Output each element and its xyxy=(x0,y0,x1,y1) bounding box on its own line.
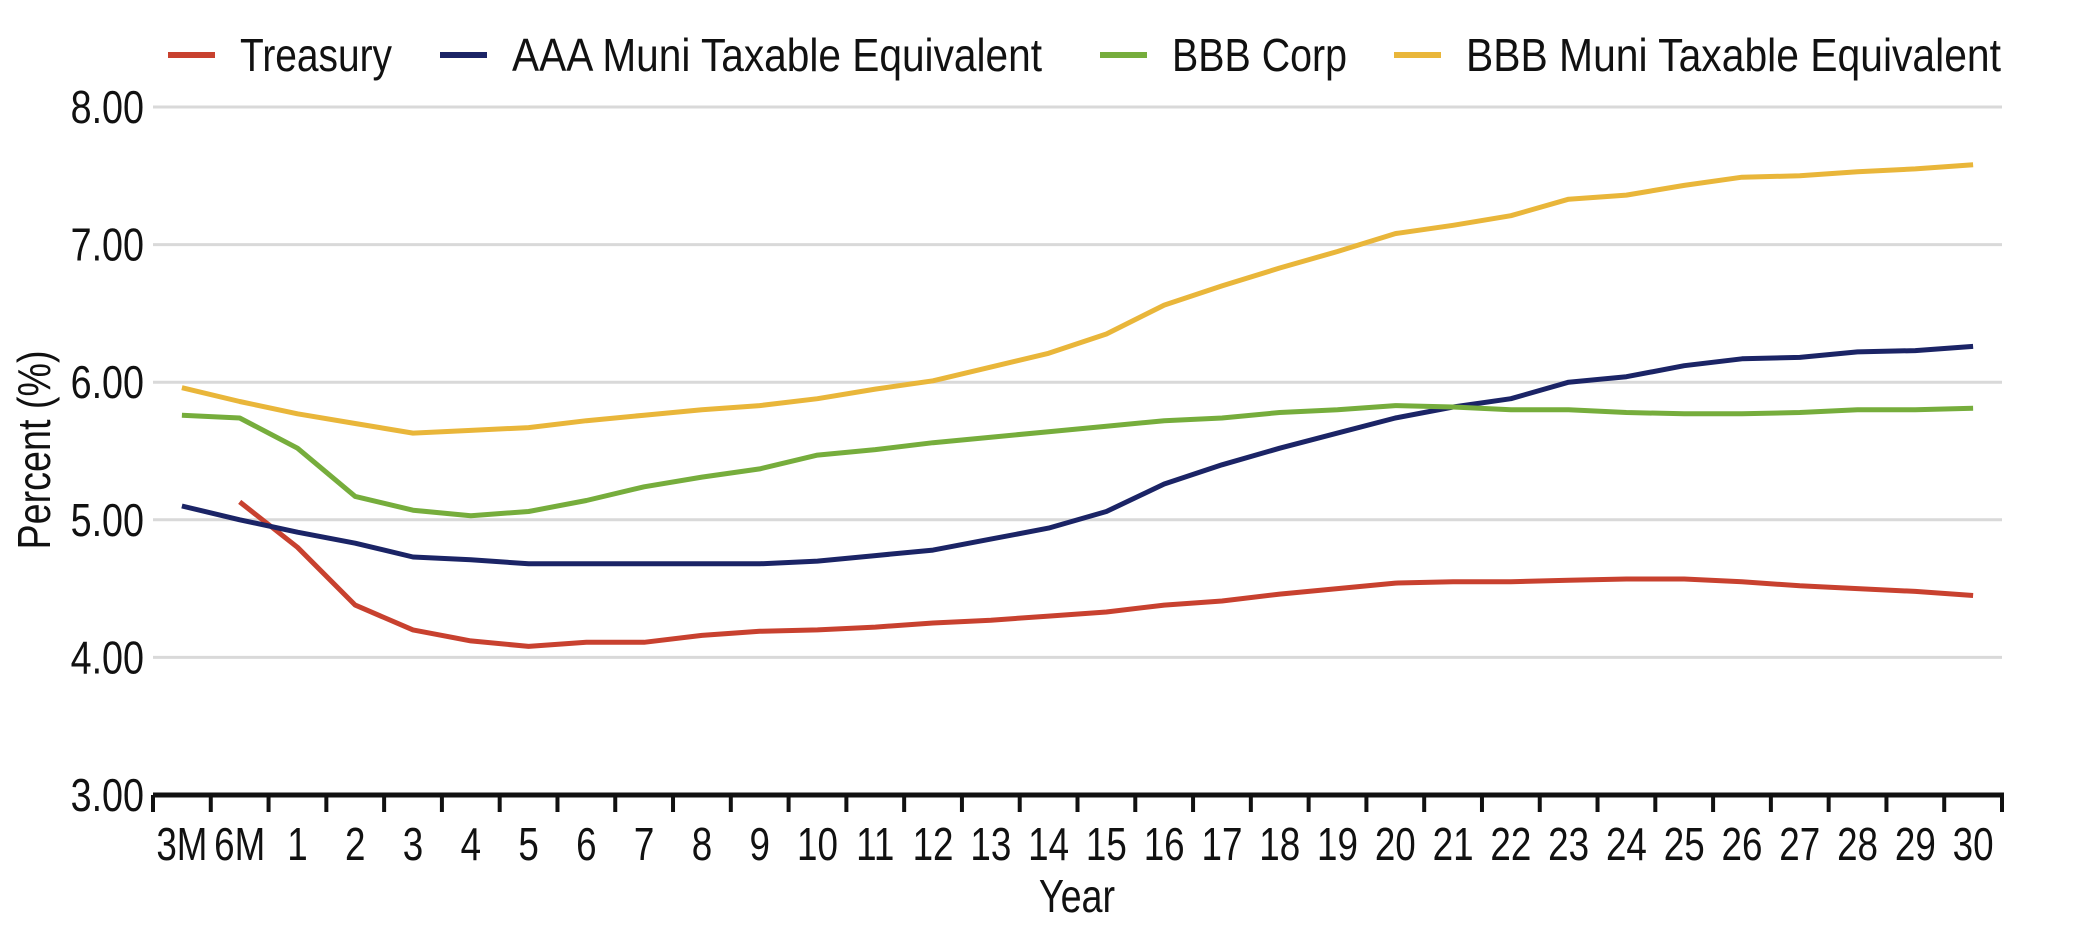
x-tick-label: 21 xyxy=(1433,818,1474,870)
x-tick-label: 6M xyxy=(214,818,265,870)
legend-item: BBB Muni Taxable Equivalent xyxy=(1394,29,2001,81)
legend-label: Treasury xyxy=(240,29,392,81)
x-tick-label: 17 xyxy=(1201,818,1242,870)
y-tick-label: 7.00 xyxy=(71,219,144,270)
x-tick-label: 6 xyxy=(576,818,596,870)
x-tick-label: 26 xyxy=(1722,818,1763,870)
y-tick-label: 4.00 xyxy=(71,632,144,683)
y-tick-label: 6.00 xyxy=(71,357,144,408)
x-axis-title: Year xyxy=(1039,870,1115,921)
x-tick-label: 10 xyxy=(797,818,838,870)
x-tick-label: 29 xyxy=(1895,818,1936,870)
x-tick-label: 25 xyxy=(1664,818,1705,870)
y-axis-title: Percent (%) xyxy=(8,350,59,549)
x-tick-label: 4 xyxy=(461,818,481,870)
x-tick-label: 28 xyxy=(1837,818,1878,870)
x-tick-label: 27 xyxy=(1779,818,1820,870)
y-tick-label: 5.00 xyxy=(71,494,144,545)
x-tick-label: 30 xyxy=(1953,818,1994,870)
x-tick-label: 24 xyxy=(1606,818,1647,870)
y-axis-ticks: 3.00 4.00 5.00 6.00 7.00 8.00 xyxy=(71,81,144,820)
legend-item: BBB Corp xyxy=(1100,29,1347,81)
legend-label: BBB Corp xyxy=(1172,29,1347,81)
series-line-treasury xyxy=(238,499,1974,649)
gridlines xyxy=(153,105,2002,659)
legend-label: BBB Muni Taxable Equivalent xyxy=(1466,29,2001,81)
x-tick-label: 3 xyxy=(403,818,423,870)
y-tick-label: 8.00 xyxy=(71,81,144,132)
legend-item: Treasury xyxy=(168,29,392,81)
x-tick-label: 15 xyxy=(1086,818,1127,870)
legend: Treasury AAA Muni Taxable Equivalent BBB C… xyxy=(168,29,2001,81)
x-tick-label: 19 xyxy=(1317,818,1358,870)
x-tick-label: 12 xyxy=(913,818,954,870)
x-tick-label: 11 xyxy=(856,818,894,870)
x-tick-label: 22 xyxy=(1490,818,1531,870)
series-line-bbb-corp xyxy=(181,403,1974,519)
x-tick-label: 5 xyxy=(518,818,538,870)
x-tick-label: 2 xyxy=(345,818,365,870)
legend-item: AAA Muni Taxable Equivalent xyxy=(440,29,1042,81)
x-tick-label: 13 xyxy=(970,818,1011,870)
x-axis: 3M 6M 1 2 3 4 5 6 7 8 9 10 11 12 13 14 15 16 17 18 19 20 21 22 2… xyxy=(151,792,2004,870)
series-line-aaa-muni-taxable-equivalent xyxy=(181,343,1974,567)
x-tick-label: 7 xyxy=(634,818,654,870)
x-tick-label: 14 xyxy=(1028,818,1069,870)
x-tick-label: 18 xyxy=(1259,818,1300,870)
x-tick-label: 1 xyxy=(287,818,307,870)
legend-label: AAA Muni Taxable Equivalent xyxy=(512,29,1042,81)
x-tick-label: 16 xyxy=(1144,818,1185,870)
x-tick-label: 20 xyxy=(1375,818,1416,870)
x-tick-label: 3M xyxy=(156,818,207,870)
series-lines xyxy=(181,162,1974,649)
y-tick-label: 3.00 xyxy=(71,769,144,820)
x-tick-label: 8 xyxy=(692,818,712,870)
x-tick-label: 23 xyxy=(1548,818,1589,870)
x-tick-label: 9 xyxy=(749,818,769,870)
series-line-bbb-muni-taxable-equivalent xyxy=(181,162,1974,436)
